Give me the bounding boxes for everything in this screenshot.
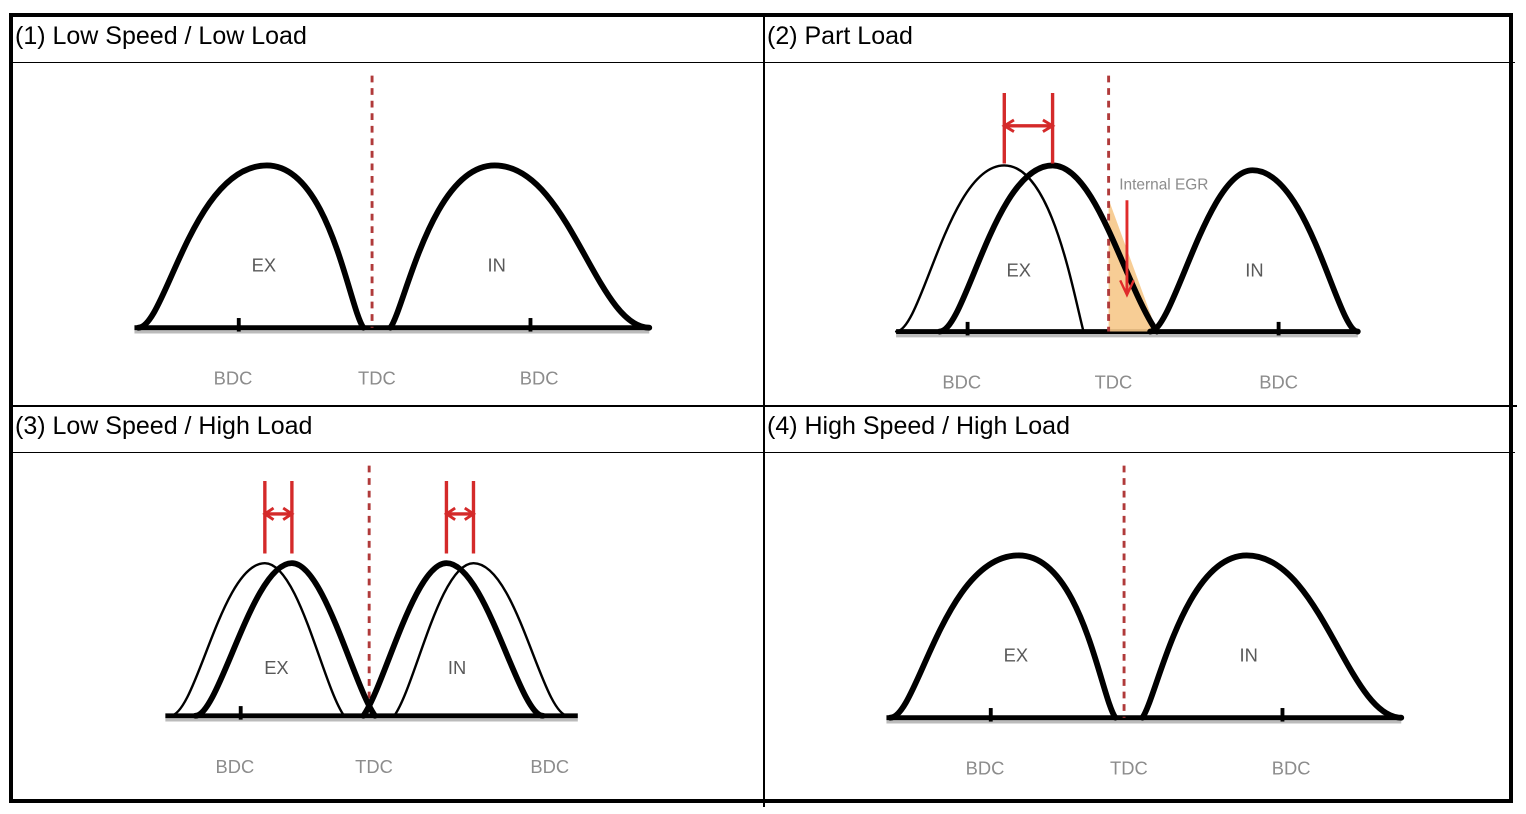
svg-text:TDC: TDC bbox=[358, 368, 396, 389]
svg-text:EX: EX bbox=[1004, 645, 1028, 666]
svg-text:IN: IN bbox=[487, 255, 505, 276]
svg-text:EX: EX bbox=[252, 255, 276, 276]
svg-text:IN: IN bbox=[1245, 260, 1263, 281]
svg-text:BDC: BDC bbox=[1272, 758, 1311, 779]
svg-text:BDC: BDC bbox=[530, 756, 569, 777]
svg-text:IN: IN bbox=[448, 657, 466, 678]
svg-text:EX: EX bbox=[1007, 260, 1031, 281]
svg-text:IN: IN bbox=[1239, 645, 1257, 666]
svg-text:BDC: BDC bbox=[216, 756, 255, 777]
svg-text:BDC: BDC bbox=[942, 372, 981, 393]
svg-text:TDC: TDC bbox=[1110, 758, 1148, 779]
svg-text:BDC: BDC bbox=[1259, 372, 1298, 393]
svg-text:BDC: BDC bbox=[520, 368, 559, 389]
svg-text:TDC: TDC bbox=[355, 756, 393, 777]
svg-text:EX: EX bbox=[264, 657, 288, 678]
svg-text:TDC: TDC bbox=[1095, 372, 1133, 393]
svg-text:Internal EGR: Internal EGR bbox=[1119, 177, 1208, 194]
svg-text:BDC: BDC bbox=[966, 758, 1005, 779]
svg-text:BDC: BDC bbox=[214, 368, 253, 389]
